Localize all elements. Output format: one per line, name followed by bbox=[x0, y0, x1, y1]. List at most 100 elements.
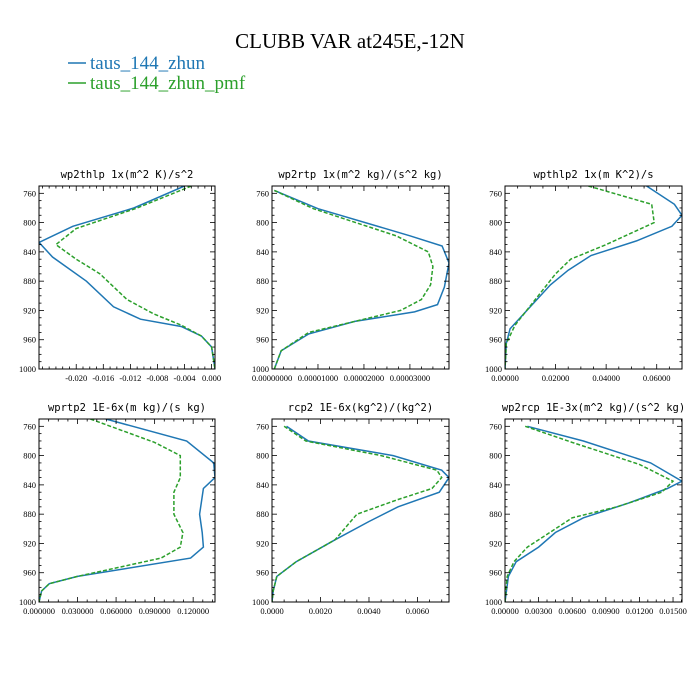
x-tick-label: 0.00001000 bbox=[298, 373, 338, 383]
y-tick-label: 1000 bbox=[485, 364, 502, 374]
y-tick-label: 880 bbox=[489, 276, 502, 286]
y-tick-label: 880 bbox=[23, 276, 36, 286]
y-tick-label: 840 bbox=[23, 480, 36, 490]
y-tick-label: 760 bbox=[489, 188, 502, 198]
x-tick-label: 0.01200 bbox=[626, 606, 654, 616]
y-tick-label: 800 bbox=[256, 451, 269, 461]
y-tick-label: 1000 bbox=[252, 364, 269, 374]
series-line-zhun-pmf bbox=[54, 186, 215, 369]
x-tick-label: 0.030000 bbox=[62, 606, 94, 616]
legend-label-zhun: taus_144_zhun bbox=[90, 53, 206, 74]
legend: taus_144_zhun taus_144_zhun_pmf bbox=[68, 53, 246, 94]
panel-5: rcp2 1E-6x(kg^2)/(kg^2) 760 800 840 880 920 96… bbox=[252, 402, 450, 616]
x-tick-label: -0.012 bbox=[119, 373, 141, 383]
y-tick-label: 880 bbox=[256, 509, 269, 519]
series-line-zhun bbox=[39, 186, 215, 369]
y-tick-label: 840 bbox=[256, 480, 269, 490]
y-tick-label: 760 bbox=[256, 188, 269, 198]
x-tick-label: 0.0040 bbox=[357, 606, 380, 616]
x-tick-label: 0.060000 bbox=[100, 606, 132, 616]
series-line-zhun bbox=[273, 189, 449, 369]
x-tick-label: 0.0020 bbox=[309, 606, 332, 616]
x-tick-label: 0.00300 bbox=[525, 606, 553, 616]
plot-frame bbox=[271, 418, 450, 603]
series-line-zhun-pmf bbox=[505, 186, 656, 369]
plot-frame bbox=[271, 185, 450, 370]
y-tick-label: 800 bbox=[23, 218, 36, 228]
y-tick-label: 880 bbox=[489, 509, 502, 519]
series-line-zhun bbox=[505, 186, 682, 369]
panel-title: rcp2 1E-6x(kg^2)/(kg^2) bbox=[288, 402, 433, 414]
y-tick-label: 800 bbox=[23, 451, 36, 461]
panel-title: wpthlp2 1x(m K^2)/s bbox=[533, 169, 653, 181]
y-tick-label: 1000 bbox=[252, 597, 269, 607]
panel-3: wpthlp2 1x(m K^2)/s 760 800 840 880 920 960 100… bbox=[485, 169, 683, 383]
plot-frame bbox=[504, 185, 683, 370]
figure-title: CLUBB VAR at245E,-12N bbox=[235, 29, 465, 53]
panel-title: wp2thlp 1x(m^2 K)/s^2 bbox=[61, 169, 194, 181]
y-tick-label: 800 bbox=[489, 451, 502, 461]
y-tick-label: 760 bbox=[256, 421, 269, 431]
x-tick-label: 0.090000 bbox=[139, 606, 171, 616]
x-tick-label: 0.00000 bbox=[491, 606, 519, 616]
y-tick-label: 960 bbox=[256, 335, 269, 345]
panel-2: wp2rtp 1x(m^2 kg)/(s^2 kg) 760 800 840 880 92… bbox=[252, 169, 450, 383]
x-tick-label: 0.000000 bbox=[23, 606, 55, 616]
series-line-zhun bbox=[39, 419, 215, 602]
y-tick-label: 760 bbox=[23, 421, 36, 431]
y-tick-label: 960 bbox=[23, 568, 36, 578]
x-tick-label: 0.00000 bbox=[491, 373, 519, 383]
y-tick-label: 800 bbox=[256, 218, 269, 228]
panel-6: wp2rcp 1E-3x(m^2 kg)/(s^2 kg)760 800 840 88… bbox=[485, 402, 687, 616]
y-tick-label: 840 bbox=[489, 480, 502, 490]
y-tick-label: 1000 bbox=[19, 364, 36, 374]
y-tick-label: 960 bbox=[256, 568, 269, 578]
x-tick-label: -0.008 bbox=[146, 373, 168, 383]
x-tick-label: 0.00000000 bbox=[252, 373, 292, 383]
series-line-zhun-pmf bbox=[273, 189, 434, 369]
series-line-zhun-pmf bbox=[272, 425, 443, 602]
y-tick-label: 920 bbox=[489, 305, 502, 315]
y-tick-label: 840 bbox=[23, 247, 36, 257]
y-tick-label: 920 bbox=[23, 305, 36, 315]
x-tick-label: 0.00600 bbox=[558, 606, 586, 616]
x-tick-label: 0.04000 bbox=[592, 373, 620, 383]
y-tick-label: 1000 bbox=[19, 597, 36, 607]
y-tick-label: 880 bbox=[256, 276, 269, 286]
series-line-zhun bbox=[272, 425, 449, 602]
y-tick-label: 960 bbox=[489, 335, 502, 345]
y-tick-label: 760 bbox=[23, 188, 36, 198]
panel-title: wprtp2 1E-6x(m kg)/(s kg) bbox=[48, 402, 206, 414]
x-tick-label: 0.06000 bbox=[643, 373, 671, 383]
x-tick-label: 0.0000 bbox=[260, 606, 283, 616]
y-tick-label: 1000 bbox=[485, 597, 502, 607]
x-tick-label: 0.000 bbox=[202, 373, 221, 383]
y-tick-label: 920 bbox=[489, 538, 502, 548]
y-tick-label: 840 bbox=[256, 247, 269, 257]
panel-title: wp2rtp 1x(m^2 kg)/(s^2 kg) bbox=[278, 169, 442, 181]
series-line-zhun-pmf bbox=[505, 425, 675, 602]
legend-label-zhun-pmf: taus_144_zhun_pmf bbox=[90, 73, 246, 94]
x-tick-label: 0.0060 bbox=[406, 606, 429, 616]
y-tick-label: 920 bbox=[256, 538, 269, 548]
y-tick-label: 800 bbox=[489, 218, 502, 228]
panel-title: wp2rcp 1E-3x(m^2 kg)/(s^2 kg) bbox=[502, 402, 685, 414]
y-tick-label: 960 bbox=[489, 568, 502, 578]
series-line-zhun-pmf bbox=[39, 419, 184, 602]
series-line-zhun bbox=[505, 425, 682, 602]
x-tick-label: -0.020 bbox=[65, 373, 87, 383]
panels: wp2thlp 1x(m^2 K)/s^2 760 800 840 880 920 960 1… bbox=[19, 169, 687, 616]
x-tick-label: 0.02000 bbox=[542, 373, 570, 383]
x-tick-label: -0.016 bbox=[92, 373, 114, 383]
plot-frame bbox=[38, 185, 216, 370]
y-tick-label: 920 bbox=[23, 538, 36, 548]
y-tick-label: 960 bbox=[23, 335, 36, 345]
panel-4: wprtp2 1E-6x(m kg)/(s kg) 760 800 840 880 920… bbox=[19, 402, 216, 616]
y-tick-label: 920 bbox=[256, 305, 269, 315]
panel-1: wp2thlp 1x(m^2 K)/s^2 760 800 840 880 920 960 1… bbox=[19, 169, 221, 383]
x-tick-label: 0.00002000 bbox=[344, 373, 384, 383]
x-tick-label: 0.01500 bbox=[659, 606, 687, 616]
y-tick-label: 760 bbox=[489, 421, 502, 431]
x-tick-label: 0.00003000 bbox=[390, 373, 430, 383]
x-tick-label: 0.00900 bbox=[592, 606, 620, 616]
